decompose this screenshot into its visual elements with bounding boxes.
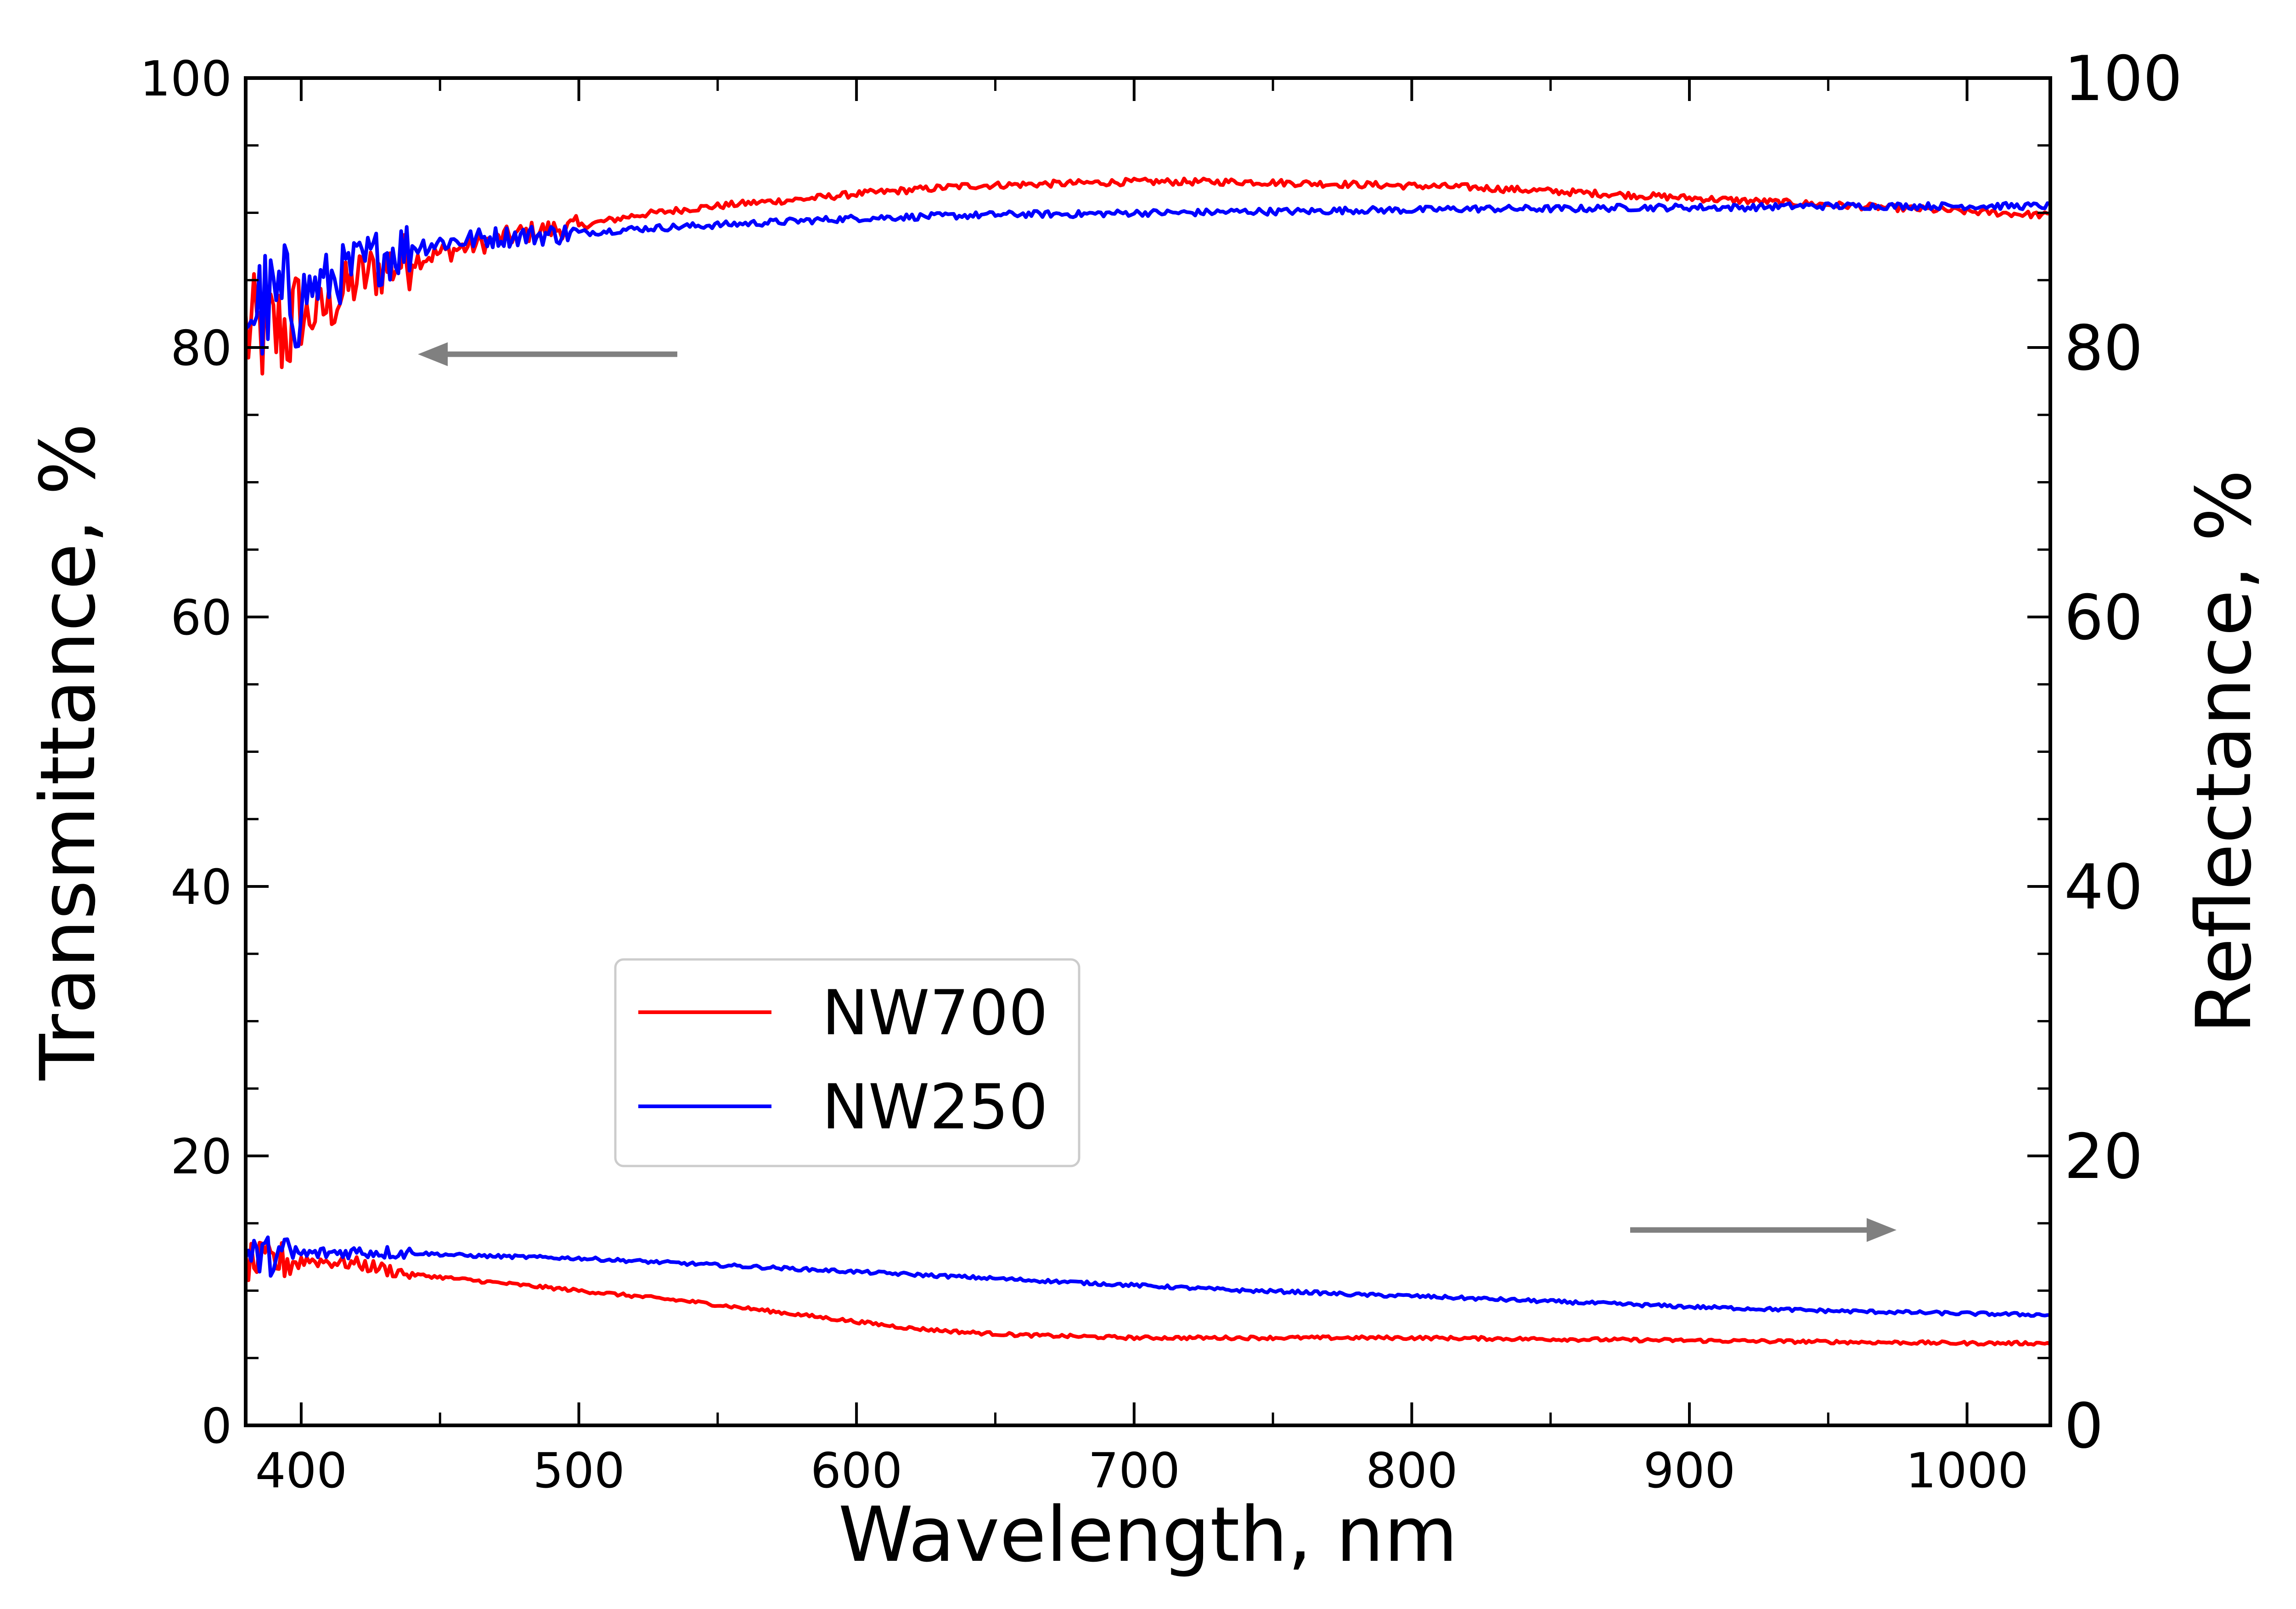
- series-line-nw700-transmittance: [244, 176, 2050, 376]
- x-tick-label: 900: [1643, 1443, 1735, 1499]
- y-axis-label-left: Transmittance, %: [24, 423, 112, 1081]
- y-tick-label-right: 20: [2064, 1121, 2143, 1193]
- arrow-left-head: [418, 342, 448, 366]
- legend-label-nw250: NW250: [822, 1071, 1048, 1143]
- y-tick-label-right: 100: [2064, 43, 2183, 115]
- x-tick-label: 400: [255, 1443, 347, 1499]
- arrow-right-head: [1867, 1218, 1896, 1242]
- y-tick-label-left: 100: [140, 51, 232, 107]
- series-line-nw700-reflectance: [244, 1241, 2051, 1347]
- x-tick-label: 800: [1366, 1443, 1458, 1499]
- y-tick-label-right: 60: [2064, 582, 2143, 654]
- y-tick-label-left: 80: [170, 320, 232, 376]
- legend-label-nw700: NW700: [822, 977, 1048, 1049]
- y-tick-label-left: 0: [201, 1398, 232, 1454]
- series-line-nw250-reflectance: [244, 1235, 2051, 1318]
- y-tick-label-right: 40: [2064, 851, 2143, 923]
- annotations: [418, 342, 1896, 1242]
- ticks: 400 500 600 700 800 900 1000020406080100020406…: [140, 43, 2183, 1499]
- y-tick-label-right: 80: [2064, 312, 2143, 384]
- y-tick-label-left: 20: [170, 1129, 232, 1185]
- y-axis-label-right: Reflectance, %: [2180, 470, 2268, 1034]
- x-tick-label: 1000: [1906, 1443, 2028, 1499]
- legend: NW700 NW250: [614, 958, 1080, 1167]
- y-tick-label-right: 0: [2064, 1390, 2104, 1462]
- y-tick-label-left: 40: [170, 859, 232, 915]
- x-axis-label: Wavelength, nm: [838, 1491, 1458, 1579]
- y-tick-label-left: 60: [170, 590, 232, 646]
- x-tick-label: 700: [1088, 1443, 1180, 1499]
- series-lines: [244, 176, 2051, 1347]
- series-line-nw250-transmittance: [244, 201, 2051, 356]
- x-tick-label: 600: [810, 1443, 902, 1499]
- plot-frame: [244, 76, 2052, 1427]
- x-tick-label: 500: [533, 1443, 625, 1499]
